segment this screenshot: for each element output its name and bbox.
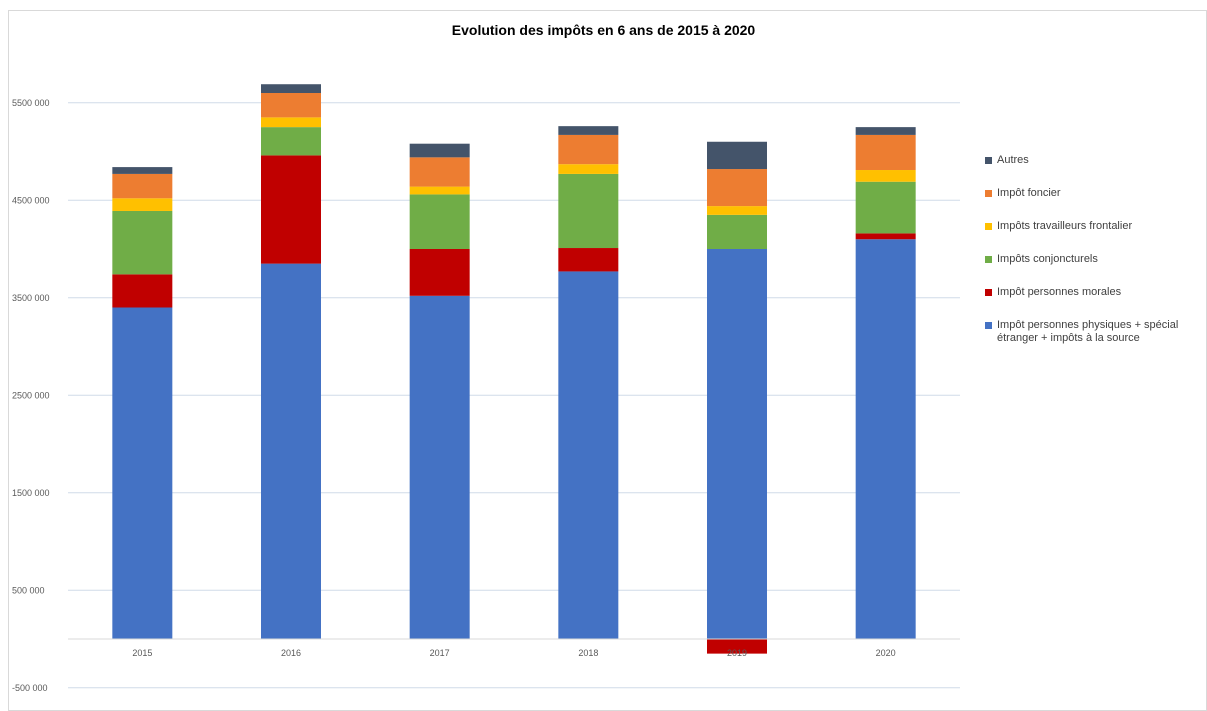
legend-label: Impôt personnes morales [997, 286, 1122, 298]
legend: Autres Impôt foncier Impôts travailleurs f… [985, 154, 1205, 365]
bar-segment [855, 127, 916, 135]
chart-title: Evolution des impôts en 6 ans de 2015 à … [451, 22, 756, 38]
bar-segment [409, 143, 470, 158]
y-tick-label: 1500 000 [12, 488, 50, 498]
bar-segment [112, 210, 173, 275]
bar-segment [707, 214, 767, 249]
bar-segment [558, 173, 619, 249]
bar-segment [707, 639, 767, 654]
bar-segment [558, 248, 619, 272]
bar-segment [707, 249, 767, 639]
bar-segment [558, 271, 619, 639]
bar-segment [409, 186, 470, 195]
bar-segment [261, 84, 321, 93]
legend-item: Impôt foncier [985, 187, 1205, 200]
x-tick-label: 2017 [430, 648, 450, 658]
bar-segment [261, 127, 321, 156]
bar-segment [261, 93, 321, 118]
bar-segment [707, 206, 767, 215]
legend-swatch [985, 256, 992, 263]
legend-swatch [985, 322, 992, 329]
bar-segment [261, 263, 321, 639]
legend-swatch [985, 289, 992, 296]
bar-segment [855, 134, 916, 171]
legend-label: Impôt foncier [997, 187, 1061, 199]
legend-swatch [985, 190, 992, 197]
bar-segment [409, 295, 470, 639]
legend-swatch [985, 157, 992, 164]
x-tick-label: 2016 [281, 648, 301, 658]
bar-segment [112, 274, 173, 308]
y-tick-label: -500 000 [12, 683, 48, 693]
x-tick-label: 2019 [727, 648, 747, 658]
legend-label: Impôts travailleurs frontalier [997, 220, 1133, 232]
legend-item: Autres [985, 154, 1205, 167]
y-tick-label: 500 000 [12, 585, 45, 595]
bar-segment [558, 164, 619, 174]
legend-label: Impôt personnes physiques + spécial étra… [997, 319, 1179, 344]
bar-segment [409, 249, 470, 296]
legend-label: Autres [997, 154, 1029, 166]
y-tick-label: 3500 000 [12, 293, 50, 303]
bar-segment [707, 141, 767, 170]
bar-segment [558, 126, 619, 135]
legend-swatch [985, 223, 992, 230]
bar-segment [112, 198, 173, 211]
bar-segment [855, 233, 916, 240]
x-tick-label: 2015 [132, 648, 152, 658]
legend-item: Impôts conjoncturels [985, 253, 1205, 266]
bars [112, 84, 916, 654]
y-tick-label: 4500 000 [12, 195, 50, 205]
bar-segment [558, 134, 619, 165]
legend-item: Impôt personnes physiques + spécial étra… [985, 319, 1205, 345]
x-tick-label: 2020 [876, 648, 896, 658]
bar-segment [261, 155, 321, 264]
bar-segment [112, 167, 173, 174]
bar-segment [707, 169, 767, 207]
bar-segment [855, 181, 916, 234]
legend-item: Impôts travailleurs frontalier [985, 220, 1205, 233]
bar-segment [409, 157, 470, 187]
bar-segment [112, 173, 173, 199]
legend-item: Impôt personnes morales [985, 286, 1205, 299]
bar-segment [855, 170, 916, 182]
axes: -500 000 500 000 1500 000 2500 000 3500 000 4… [12, 98, 960, 693]
legend-label: Impôts conjoncturels [997, 253, 1098, 265]
x-tick-label: 2018 [578, 648, 598, 658]
bar-segment [261, 117, 321, 128]
y-tick-label: 5500 000 [12, 98, 50, 108]
y-tick-label: 2500 000 [12, 390, 50, 400]
bar-segment [112, 307, 173, 639]
bar-segment [409, 194, 470, 249]
gridlines [68, 102, 960, 689]
bar-segment [855, 239, 916, 639]
